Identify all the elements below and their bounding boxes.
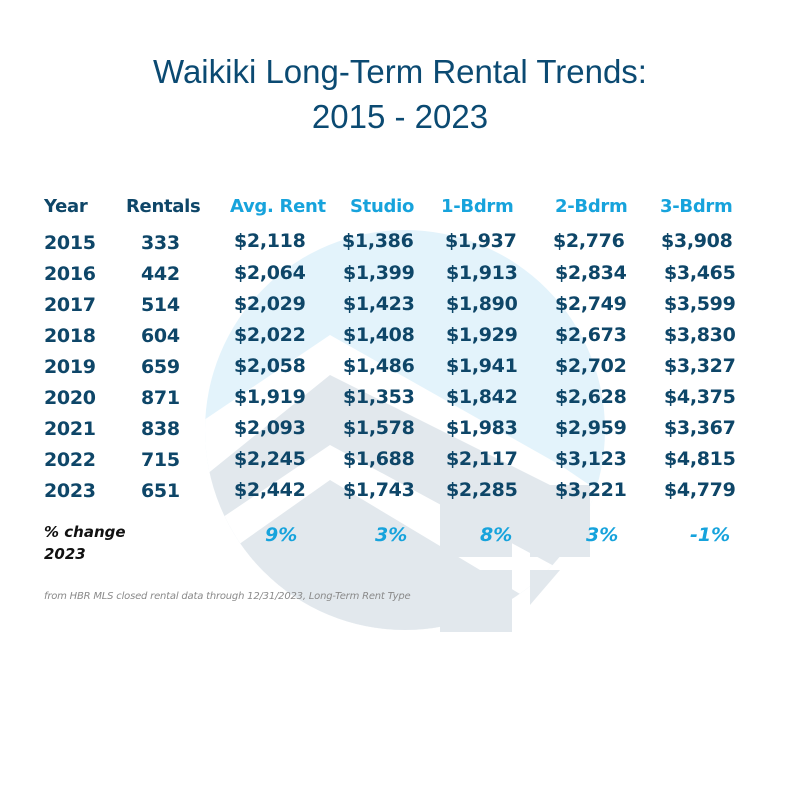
cell-rentals: 333 xyxy=(141,232,180,254)
cell-avg-rent: $2,245 xyxy=(234,448,306,470)
cell-avg-rent: $2,022 xyxy=(234,324,306,346)
cell-3-bdrm: $3,367 xyxy=(664,417,736,439)
cell-year: 2015 xyxy=(44,232,96,254)
cell-1-bdrm: $1,937 xyxy=(445,230,517,252)
pct-change-avg-rent: 9% xyxy=(265,524,298,546)
header-avg-rent: Avg. Rent xyxy=(230,196,326,217)
cell-rentals: 659 xyxy=(141,356,180,378)
cell-studio: $1,743 xyxy=(343,479,415,501)
cell-rentals: 514 xyxy=(141,294,180,316)
cell-2-bdrm: $2,702 xyxy=(555,355,627,377)
page-subtitle-years: 2015 - 2023 xyxy=(311,98,489,135)
cell-studio: $1,688 xyxy=(343,448,415,470)
cell-studio: $1,486 xyxy=(343,355,415,377)
pct-change-label-line2: 2023 xyxy=(44,545,86,563)
cell-1-bdrm: $1,983 xyxy=(446,417,518,439)
cell-3-bdrm: $3,830 xyxy=(664,324,736,346)
cell-avg-rent: $2,058 xyxy=(234,355,306,377)
cell-year: 2019 xyxy=(44,356,96,378)
cell-1-bdrm: $1,913 xyxy=(446,262,518,284)
pct-change-studio: 3% xyxy=(375,524,408,546)
header-studio: Studio xyxy=(350,196,415,217)
cell-3-bdrm: $4,779 xyxy=(664,479,736,501)
cell-1-bdrm: $1,890 xyxy=(446,293,518,315)
cell-avg-rent: $1,919 xyxy=(234,386,306,408)
cell-year: 2018 xyxy=(44,325,96,347)
pct-change-label-line1: % change xyxy=(44,523,126,541)
header-year: Year xyxy=(44,196,88,217)
cell-1-bdrm: $2,285 xyxy=(446,479,518,501)
cell-1-bdrm: $2,117 xyxy=(446,448,518,470)
cell-2-bdrm: $3,123 xyxy=(555,448,627,470)
cell-studio: $1,423 xyxy=(343,293,415,315)
cell-year: 2023 xyxy=(44,480,96,502)
cell-rentals: 871 xyxy=(141,387,180,409)
cell-3-bdrm: $3,465 xyxy=(664,262,736,284)
pct-change-1-bdrm: 8% xyxy=(480,524,513,546)
cell-studio: $1,399 xyxy=(343,262,415,284)
cell-rentals: 838 xyxy=(141,418,180,440)
cell-rentals: 442 xyxy=(141,263,180,285)
header-1-bdrm: 1-Bdrm xyxy=(441,196,514,217)
cell-2-bdrm: $2,834 xyxy=(555,262,627,284)
cell-studio: $1,578 xyxy=(343,417,415,439)
cell-2-bdrm: $2,776 xyxy=(553,230,625,252)
cell-year: 2020 xyxy=(44,387,96,409)
cell-2-bdrm: $2,749 xyxy=(555,293,627,315)
cell-studio: $1,353 xyxy=(343,386,415,408)
pct-change-label: % change 2023 xyxy=(44,521,126,565)
cell-studio: $1,386 xyxy=(342,230,414,252)
cell-rentals: 715 xyxy=(141,449,180,471)
cell-rentals: 651 xyxy=(141,480,180,502)
cell-year: 2016 xyxy=(44,263,96,285)
cell-2-bdrm: $2,673 xyxy=(555,324,627,346)
cell-avg-rent: $2,093 xyxy=(234,417,306,439)
cell-avg-rent: $2,118 xyxy=(234,230,306,252)
cell-3-bdrm: $3,908 xyxy=(661,230,733,252)
cell-3-bdrm: $4,375 xyxy=(664,386,736,408)
cell-3-bdrm: $3,599 xyxy=(664,293,736,315)
cell-3-bdrm: $3,327 xyxy=(664,355,736,377)
cell-avg-rent: $2,064 xyxy=(234,262,306,284)
cell-2-bdrm: $2,628 xyxy=(555,386,627,408)
cell-2-bdrm: $3,221 xyxy=(555,479,627,501)
header-3-bdrm: 3-Bdrm xyxy=(660,196,733,217)
cell-1-bdrm: $1,941 xyxy=(446,355,518,377)
pct-change-3-bdrm: -1% xyxy=(690,524,731,546)
cell-rentals: 604 xyxy=(141,325,180,347)
cell-avg-rent: $2,029 xyxy=(234,293,306,315)
cell-avg-rent: $2,442 xyxy=(234,479,306,501)
cell-2-bdrm: $2,959 xyxy=(555,417,627,439)
source-note: from HBR MLS closed rental data through … xyxy=(44,591,411,602)
cell-1-bdrm: $1,842 xyxy=(446,386,518,408)
page-title: Waikiki Long-Term Rental Trends: xyxy=(153,53,647,90)
cell-studio: $1,408 xyxy=(343,324,415,346)
header-2-bdrm: 2-Bdrm xyxy=(555,196,628,217)
pct-change-2-bdrm: 3% xyxy=(586,524,619,546)
cell-year: 2017 xyxy=(44,294,96,316)
cell-3-bdrm: $4,815 xyxy=(664,448,736,470)
cell-year: 2022 xyxy=(44,449,96,471)
cell-year: 2021 xyxy=(44,418,96,440)
cell-1-bdrm: $1,929 xyxy=(446,324,518,346)
header-rentals: Rentals xyxy=(126,196,201,217)
